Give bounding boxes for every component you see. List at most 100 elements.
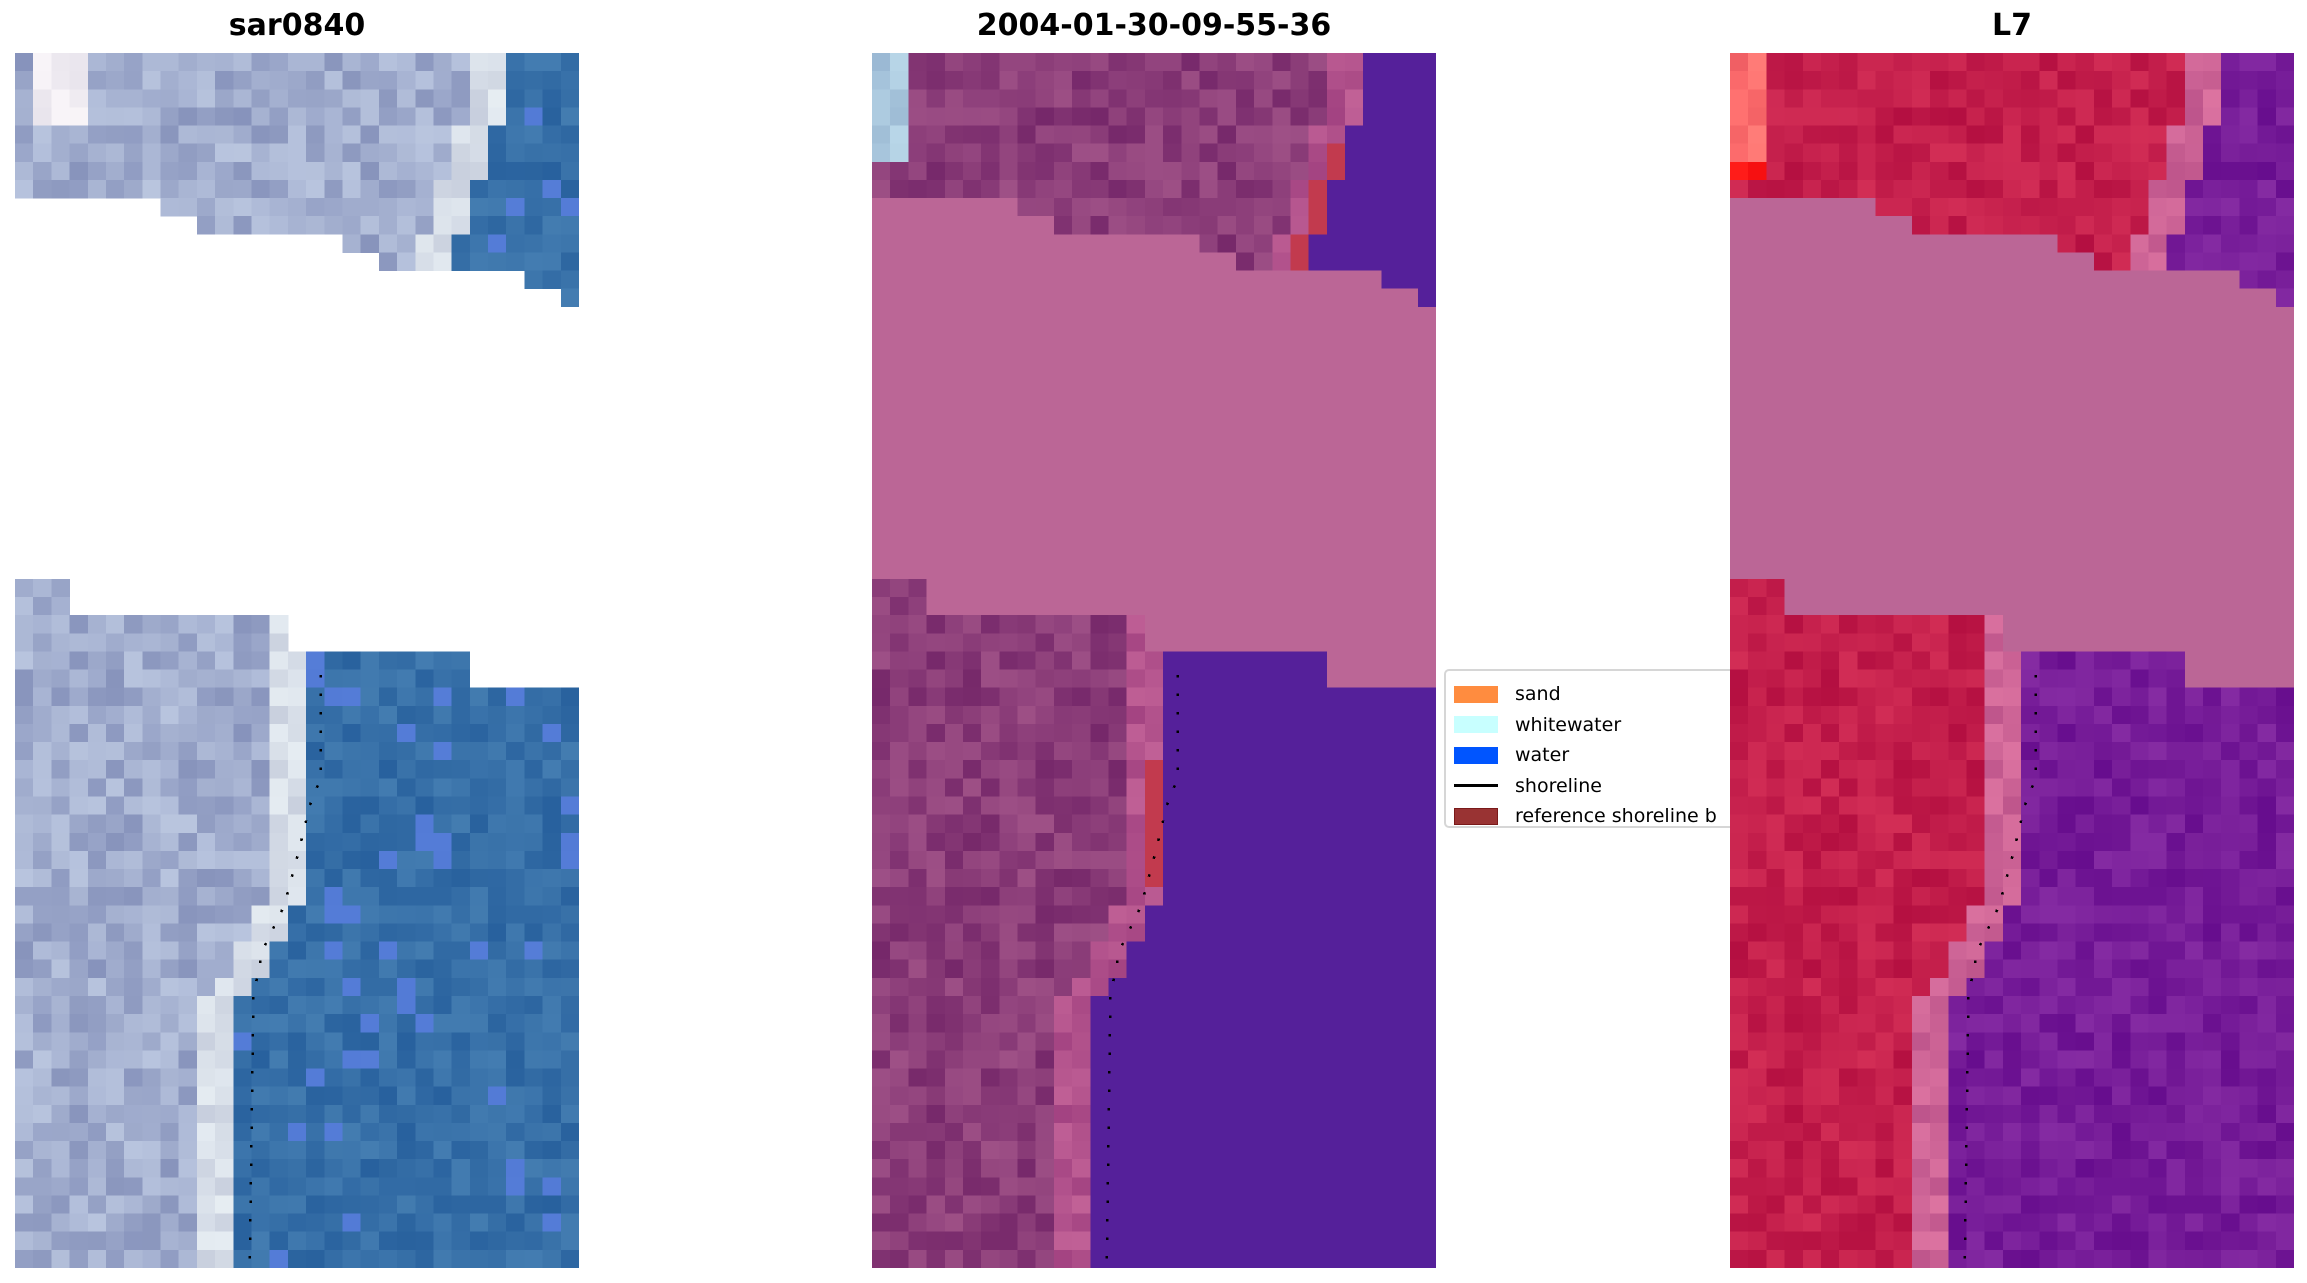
image-pixel <box>1108 1086 1128 1106</box>
image-pixel <box>1254 959 1273 979</box>
image-pixel <box>2093 343 2113 362</box>
image-pixel <box>451 216 471 235</box>
image-pixel <box>1417 1249 1436 1268</box>
image-pixel <box>1363 723 1382 743</box>
image-pixel <box>1254 615 1273 634</box>
image-pixel <box>1290 234 1310 253</box>
image-pixel <box>2275 325 2294 344</box>
image-pixel <box>2057 742 2077 761</box>
image-pixel <box>1893 560 1913 580</box>
image-pixel <box>433 977 453 997</box>
image-pixel <box>1035 1249 1055 1268</box>
image-pixel <box>1035 760 1055 779</box>
image-pixel <box>2057 125 2077 145</box>
image-pixel <box>1748 470 1767 489</box>
image-pixel <box>1163 778 1182 797</box>
image-pixel <box>981 778 1000 797</box>
image-pixel <box>1126 270 1146 290</box>
image-pixel <box>2148 161 2168 181</box>
image-pixel <box>1381 1068 1400 1088</box>
image-pixel <box>1820 397 1840 417</box>
image-pixel <box>2275 524 2294 543</box>
image-pixel <box>944 941 964 961</box>
image-pixel <box>124 179 143 199</box>
image-pixel <box>1199 977 1219 997</box>
image-pixel <box>105 814 125 834</box>
image-pixel <box>981 687 1000 707</box>
image-pixel <box>1875 216 1895 235</box>
image-pixel <box>1090 742 1109 761</box>
image-pixel <box>2148 179 2168 199</box>
image-pixel <box>2221 578 2240 598</box>
image-pixel <box>1893 760 1913 779</box>
image-pixel <box>215 1014 234 1033</box>
image-pixel <box>1126 361 1146 380</box>
image-pixel <box>342 941 362 961</box>
image-pixel <box>1126 288 1146 308</box>
image-pixel <box>2257 506 2277 525</box>
image-pixel <box>488 161 507 181</box>
image-pixel <box>33 742 52 761</box>
image-pixel <box>1144 633 1164 652</box>
image-pixel <box>1875 488 1895 507</box>
image-pixel <box>1875 234 1895 253</box>
image-pixel <box>360 143 380 163</box>
image-pixel <box>415 977 434 997</box>
image-pixel <box>87 995 107 1015</box>
image-pixel <box>2148 306 2168 326</box>
image-pixel <box>1381 615 1400 634</box>
image-pixel <box>269 1177 289 1196</box>
image-pixel <box>2275 687 2294 707</box>
image-pixel <box>1363 778 1382 797</box>
image-pixel <box>1072 524 1091 543</box>
image-pixel <box>1381 542 1400 562</box>
image-pixel <box>360 887 380 906</box>
image-pixel <box>1326 252 1346 271</box>
image-pixel <box>981 506 1000 525</box>
image-pixel <box>1199 760 1219 779</box>
image-pixel <box>1290 796 1310 816</box>
image-pixel <box>2039 252 2058 271</box>
image-pixel <box>1108 1213 1128 1233</box>
image-pixel <box>1857 252 1876 271</box>
image-pixel <box>1144 1104 1164 1124</box>
image-pixel <box>890 1249 909 1268</box>
image-pixel <box>1254 669 1273 689</box>
image-pixel <box>981 1122 1000 1142</box>
image-pixel <box>378 216 398 235</box>
image-pixel <box>269 125 289 145</box>
image-pixel <box>1857 687 1876 707</box>
image-pixel <box>908 1195 927 1214</box>
image-pixel <box>488 1177 507 1196</box>
image-pixel <box>2075 306 2095 326</box>
image-pixel <box>488 778 507 797</box>
image-pixel <box>2130 796 2149 816</box>
image-pixel <box>251 850 271 870</box>
image-pixel <box>360 705 380 725</box>
image-pixel <box>2203 488 2222 507</box>
image-pixel <box>1144 923 1164 942</box>
image-pixel <box>1181 451 1200 471</box>
image-pixel <box>2075 451 2095 471</box>
image-pixel <box>999 669 1018 689</box>
image-pixel <box>105 923 125 942</box>
image-pixel <box>2221 850 2240 870</box>
image-pixel <box>524 887 543 906</box>
image-pixel <box>2039 760 2058 779</box>
image-pixel <box>1966 850 1986 870</box>
image-pixel <box>890 1159 909 1178</box>
image-pixel <box>1345 397 1364 417</box>
image-pixel <box>2239 325 2258 344</box>
image-pixel <box>1144 506 1164 525</box>
image-pixel <box>51 143 70 163</box>
image-pixel <box>215 778 234 797</box>
image-pixel <box>2057 397 2077 417</box>
image-pixel <box>2093 597 2113 616</box>
image-pixel <box>1802 742 1822 761</box>
image-pixel <box>908 179 927 199</box>
image-pixel <box>1254 869 1273 888</box>
image-pixel <box>33 1122 52 1142</box>
image-pixel <box>981 1231 1000 1251</box>
image-pixel <box>1363 252 1382 271</box>
image-pixel <box>1035 71 1055 90</box>
